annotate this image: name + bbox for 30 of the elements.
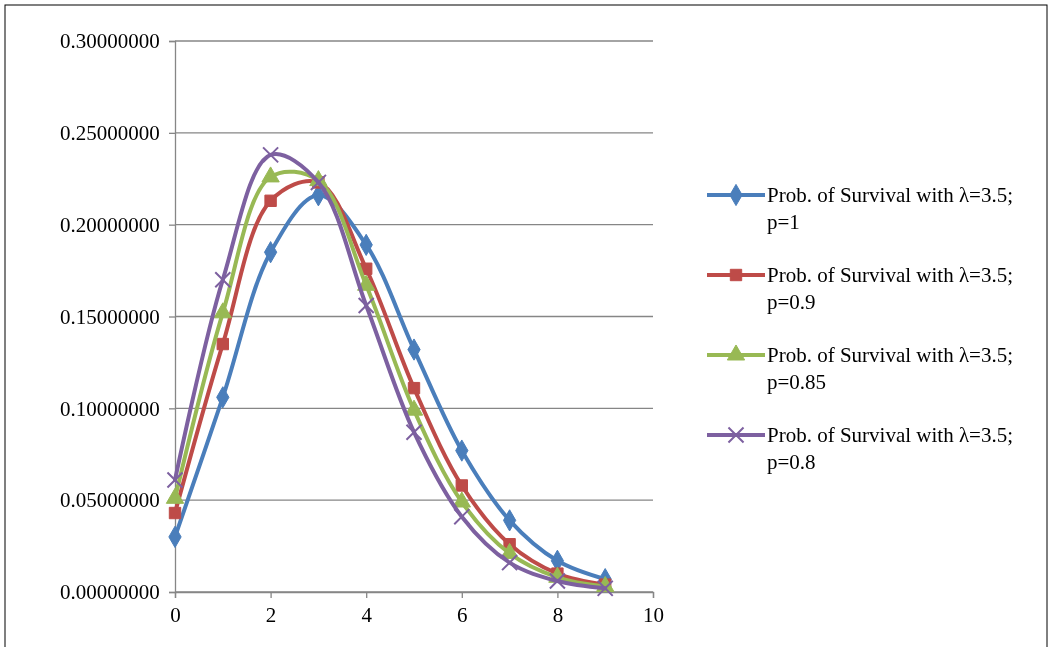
y-tick-label: 0.15000000 [59,304,160,329]
point [407,381,421,395]
x-tick-label: 10 [643,603,664,627]
point [168,506,182,520]
x-tick-label: 0 [170,603,181,627]
point [214,271,232,289]
y-tick-label: 0.30000000 [59,29,160,54]
y-tick-label: 0.05000000 [59,488,160,513]
x-tick-label: 4 [361,603,373,627]
point [262,146,280,164]
legend-label: Prob. of Survival with λ=3.5; p=0.9 [767,263,1014,315]
legend-label: Prob. of Survival with λ=3.5; p=1 [767,183,1014,235]
x-tick-label: 6 [457,603,468,627]
point [216,337,229,351]
point [264,194,277,207]
point [357,296,375,315]
legend-label: Prob. of Survival with λ=3.5; p=0.8 [767,423,1014,475]
legend-label: Prob. of Survival with λ=3.5; p=0.85 [767,343,1014,395]
point [405,423,423,441]
y-tick-label: 0.25000000 [59,121,160,146]
point [596,579,614,597]
point [455,479,468,492]
x-tick-label: 8 [552,603,564,627]
point [548,572,566,590]
point [501,554,519,572]
y-tick-label: 0.00000000 [59,580,160,605]
y-tick-label: 0.20000000 [59,212,160,237]
point [166,471,184,489]
x-tick-label: 2 [265,603,277,627]
y-tick-label: 0.10000000 [59,396,160,421]
